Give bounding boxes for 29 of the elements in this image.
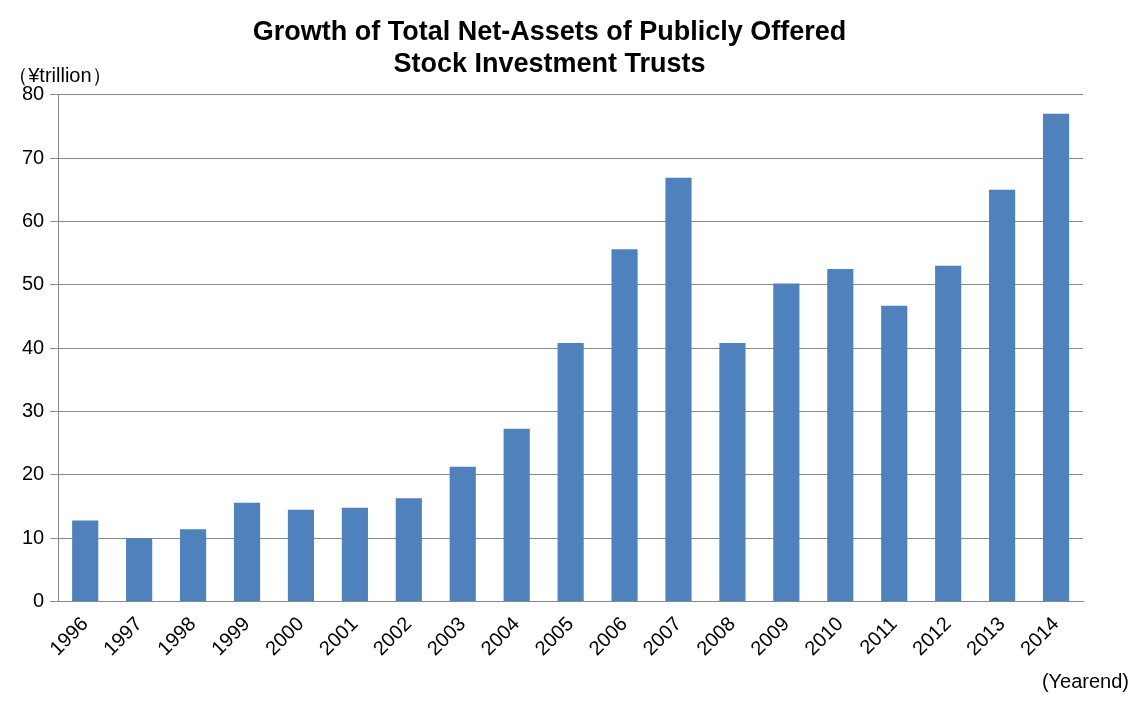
bar [881, 305, 908, 602]
bar [611, 249, 638, 602]
y-tick-label: 60 [22, 209, 45, 232]
bar [935, 265, 962, 602]
chart-title: Growth of Total Net-Assets of Publicly Offered Stock Investment Trusts [252, 15, 847, 79]
bar [719, 343, 746, 602]
bar [989, 189, 1016, 602]
bar [395, 498, 422, 602]
y-tick-label: 30 [22, 399, 45, 422]
bar [233, 502, 261, 602]
bar [449, 466, 476, 602]
bar [503, 428, 530, 602]
bar [665, 177, 692, 602]
y-tick-label: 50 [22, 272, 45, 295]
bar [827, 269, 854, 602]
x-axis-title: (Yearend) [1041, 669, 1129, 692]
bar [557, 343, 584, 602]
bar [126, 538, 153, 602]
bar [773, 283, 800, 602]
y-tick-label: 0 [33, 589, 45, 612]
y-tick-label: 20 [22, 462, 45, 485]
bar [287, 509, 315, 602]
y-tick-label: 40 [22, 335, 45, 358]
y-tick-label: 10 [22, 525, 45, 548]
bar [1042, 113, 1070, 602]
bar [341, 507, 368, 602]
bar [72, 520, 99, 602]
bar [180, 529, 207, 602]
y-tick-label: 70 [22, 145, 45, 168]
